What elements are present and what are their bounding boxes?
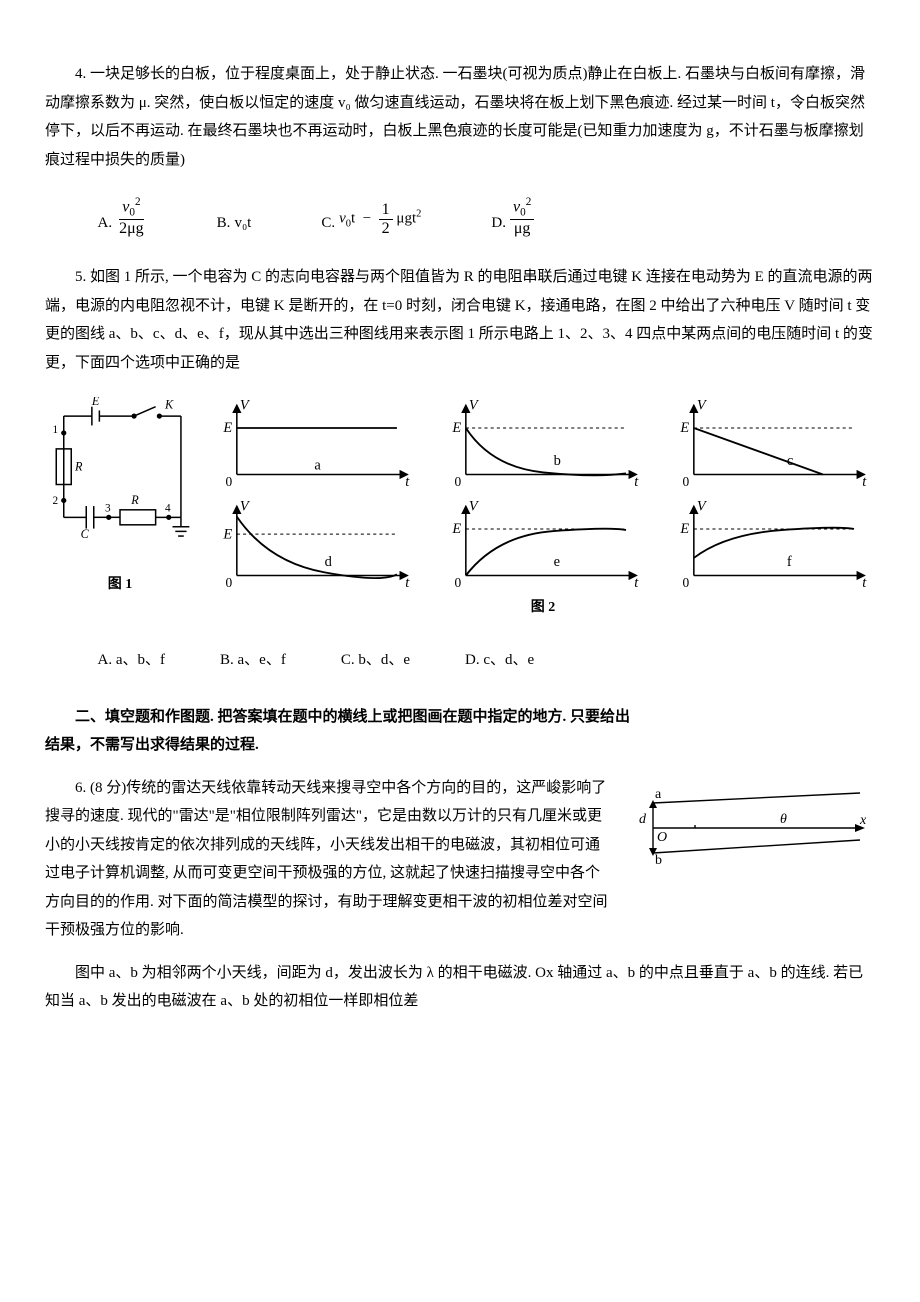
q5-options: A. a、b、f B. a、e、f C. b、d、e D. c、d、e	[45, 646, 875, 675]
svg-text:0: 0	[225, 474, 232, 489]
svg-text:t: t	[863, 575, 868, 591]
svg-text:E: E	[680, 522, 690, 538]
q5-opt-a: A. a、b、f	[98, 646, 166, 675]
q4-opt-a: A. v02 2μg	[98, 196, 147, 237]
fraction: v02 μg	[510, 196, 534, 237]
figure-1: E K 1 R 2 C 3 R 4 图 1	[45, 397, 195, 598]
opt-letter: B.	[217, 209, 231, 238]
circuit-svg: E K 1 R 2 C 3 R 4	[45, 397, 195, 557]
svg-text:a: a	[655, 787, 662, 802]
svg-text:E: E	[222, 527, 232, 543]
fig2-caption: 图 2	[211, 595, 875, 622]
q5-opt-b: B. a、e、f	[220, 646, 286, 675]
svg-text:R: R	[74, 460, 83, 474]
antenna-svg: a b d O x θ	[625, 778, 875, 878]
svg-text:b: b	[553, 454, 560, 470]
svg-text:2: 2	[53, 496, 59, 508]
q4-options: A. v02 2μg B. v₀t C. v0t − 1 2 μgt2 D. v…	[45, 196, 875, 237]
svg-text:t: t	[634, 575, 639, 591]
q4-opt-c: C. v0t − 1 2 μgt2	[321, 201, 421, 237]
q5-opt-d: D. c、d、e	[465, 646, 534, 675]
graph-e: V E 0 t e	[440, 498, 647, 591]
svg-text:V: V	[697, 398, 708, 414]
svg-text:0: 0	[454, 575, 461, 590]
figure-2: V E 0 t a V E 0 t b	[211, 397, 875, 640]
opt-letter: C.	[321, 209, 335, 238]
q5-text: 5. 如图 1 所示, 一个电容为 C 的志向电容器与两个阻值皆为 R 的电阻串…	[45, 263, 875, 377]
svg-text:0: 0	[683, 474, 690, 489]
fig1-caption: 图 1	[45, 572, 195, 599]
q6-para2: 图中 a、b 为相邻两个小天线，间距为 d，发出波长为 λ 的相干电磁波. Ox…	[45, 959, 875, 1016]
graph-a: V E 0 t a	[211, 397, 418, 490]
graph-d: V E 0 t d	[211, 498, 418, 591]
fraction: v02 2μg	[116, 196, 147, 237]
svg-text:t: t	[863, 474, 868, 490]
q6-figure: a b d O x θ	[625, 778, 875, 889]
q5-figures: E K 1 R 2 C 3 R 4 图 1 V E 0	[45, 397, 875, 640]
svg-text:b: b	[655, 853, 662, 868]
section-2-head: 二、填空题和作图题. 把答案填在题中的横线上或把图画在题中指定的地方. 只要给出…	[45, 703, 875, 760]
svg-text:K: K	[164, 398, 174, 412]
svg-text:C: C	[81, 527, 90, 541]
svg-text:0: 0	[683, 575, 690, 590]
q4-text: 4. 一块足够长的白板，位于程度桌面上，处于静止状态. 一石墨块(可视为质点)静…	[45, 60, 875, 174]
svg-text:V: V	[469, 499, 480, 515]
svg-text:1: 1	[53, 424, 59, 436]
opt-letter: D.	[491, 209, 506, 238]
svg-text:d: d	[639, 812, 647, 827]
svg-text:R: R	[130, 494, 139, 508]
svg-text:V: V	[469, 398, 480, 414]
svg-text:4: 4	[165, 503, 171, 515]
svg-text:E: E	[451, 522, 461, 538]
q4-opt-d: D. v02 μg	[491, 196, 534, 237]
svg-text:e: e	[553, 555, 559, 571]
svg-text:V: V	[240, 398, 251, 414]
svg-text:0: 0	[454, 474, 461, 489]
graph-c: V E 0 t c	[668, 397, 875, 490]
svg-text:a: a	[314, 458, 321, 474]
svg-text:V: V	[240, 499, 251, 515]
svg-text:E: E	[222, 421, 232, 437]
q6-block: a b d O x θ 6. (8 分)传统的雷达天线依靠转动天线来搜寻空中各个…	[45, 774, 875, 1016]
svg-text:O: O	[657, 830, 667, 845]
graph-b: V E 0 t b	[440, 397, 647, 490]
svg-text:E: E	[451, 421, 461, 437]
fraction: 1 2	[379, 201, 393, 237]
svg-text:E: E	[91, 397, 100, 408]
graph-f: V E 0 t f	[668, 498, 875, 591]
q4-opt-b: B. v₀t	[217, 209, 252, 238]
svg-text:3: 3	[105, 503, 111, 515]
svg-text:c: c	[787, 454, 793, 470]
svg-text:t: t	[405, 575, 410, 591]
svg-text:θ: θ	[780, 812, 787, 827]
value: v₀t	[234, 209, 251, 238]
svg-text:t: t	[634, 474, 639, 490]
svg-text:V: V	[697, 499, 708, 515]
svg-text:E: E	[680, 421, 690, 437]
svg-text:d: d	[325, 555, 333, 571]
svg-text:t: t	[405, 474, 410, 490]
q5-opt-c: C. b、d、e	[341, 646, 410, 675]
opt-letter: A.	[98, 209, 113, 238]
svg-text:x: x	[859, 813, 867, 828]
svg-text:f: f	[787, 555, 792, 571]
svg-text:0: 0	[225, 575, 232, 590]
